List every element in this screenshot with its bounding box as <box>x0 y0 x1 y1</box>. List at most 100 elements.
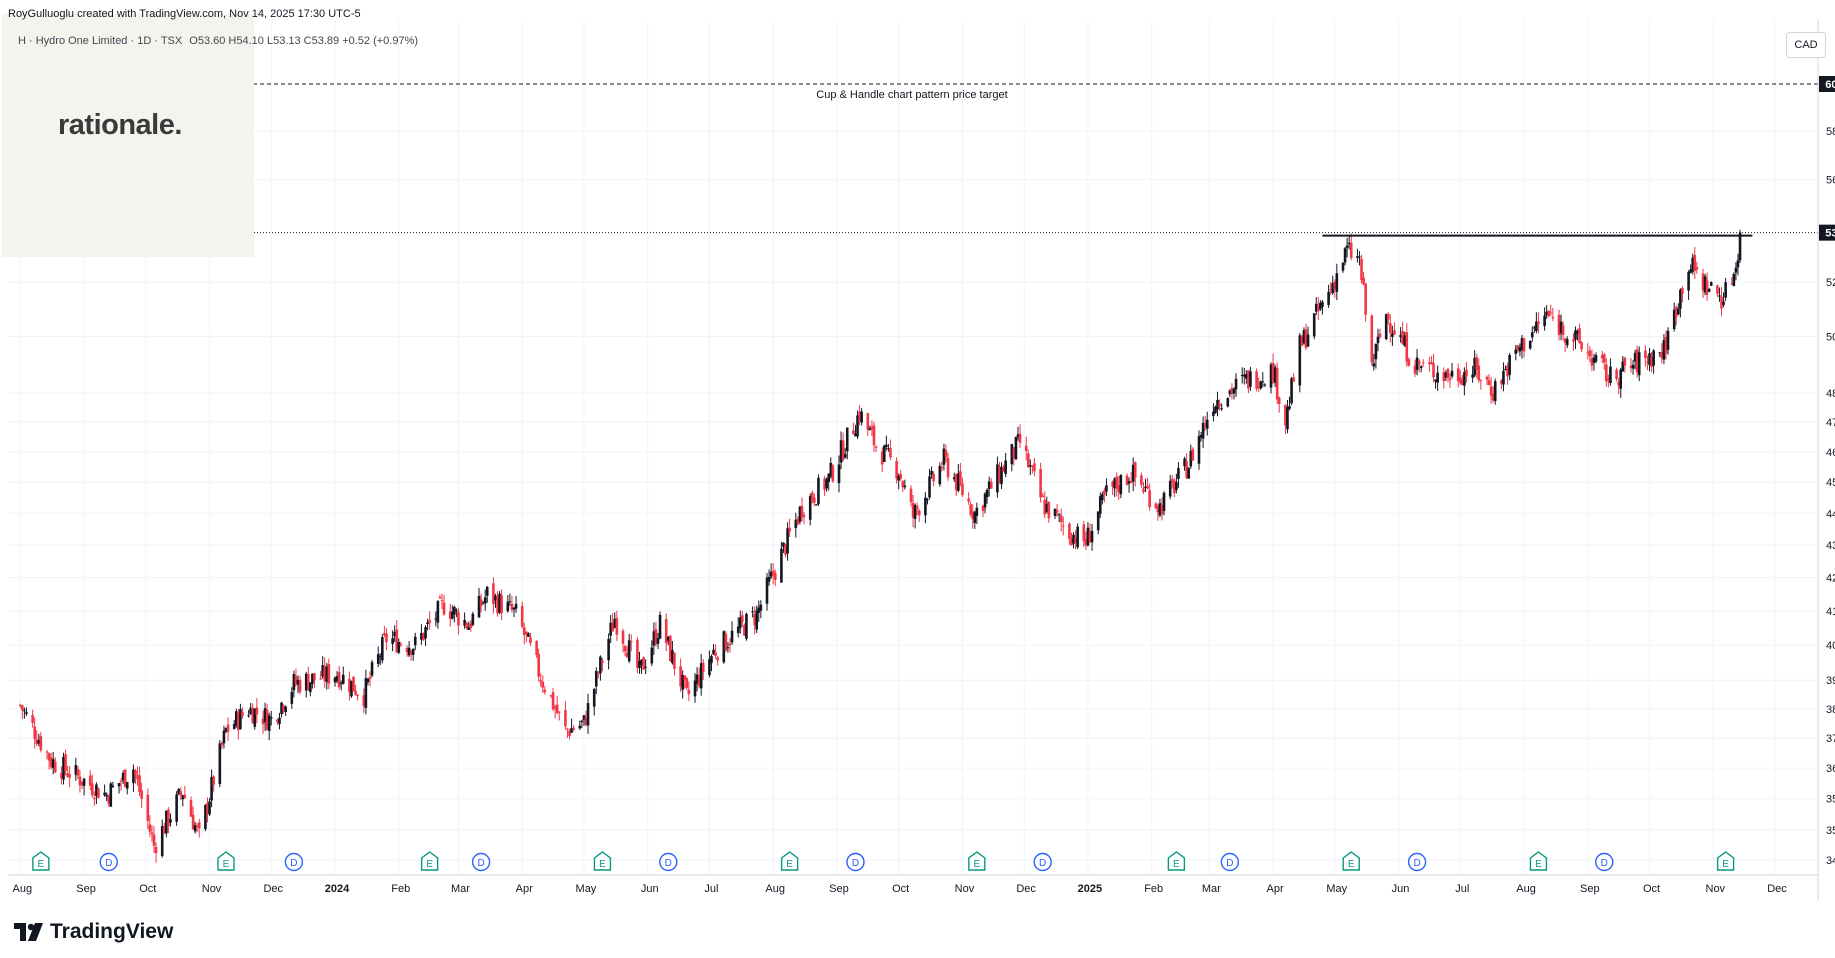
candle-body <box>1421 362 1425 364</box>
candle-body <box>1269 364 1273 388</box>
candle-body <box>298 679 302 693</box>
candle-body <box>738 617 742 629</box>
candle-body <box>18 704 22 706</box>
candle-body <box>222 730 226 744</box>
dividend-icon-letter: D <box>665 858 672 869</box>
candle-body <box>1602 354 1606 363</box>
candle-body <box>1290 378 1293 404</box>
candle-body <box>759 604 763 611</box>
candle-body <box>1142 488 1145 493</box>
candle-body <box>1621 361 1625 372</box>
candle-body <box>769 571 773 577</box>
candle-body <box>613 618 617 628</box>
candle-body <box>520 605 524 627</box>
candle-body <box>1504 368 1507 371</box>
candle-body <box>642 657 645 670</box>
chart-credit: RoyGulluoglu created with TradingView.co… <box>8 8 361 20</box>
candle-body <box>1146 485 1149 489</box>
candle-body <box>1183 458 1186 467</box>
candle-body <box>93 798 96 800</box>
candle-body <box>1465 369 1468 377</box>
candle-body <box>924 497 927 516</box>
candle-body <box>1664 337 1668 354</box>
time-tick-label: May <box>576 883 597 895</box>
candle-body <box>25 712 28 714</box>
candle-body <box>1419 366 1423 369</box>
earnings-icon <box>1342 851 1360 871</box>
candle-body <box>352 676 355 692</box>
candle-body <box>1545 311 1548 316</box>
candle-body <box>241 711 244 716</box>
candle-body <box>1191 449 1195 461</box>
candle-body <box>224 728 228 732</box>
earnings-icon <box>593 851 612 871</box>
candle-body <box>348 678 351 693</box>
candle-body <box>1652 350 1655 366</box>
price-tick-label: 41.00 <box>1826 606 1835 618</box>
candle-body <box>1168 480 1172 497</box>
candle-body <box>197 822 201 829</box>
candle-body <box>278 717 281 725</box>
candle-body <box>1489 386 1493 396</box>
candle-body <box>251 707 255 724</box>
candle-body <box>673 652 676 669</box>
symbol-line[interactable]: H · Hydro One Limited · 1D · TSX <box>18 35 183 47</box>
candle-body <box>249 707 252 715</box>
candle-body <box>681 675 684 690</box>
tradingview-logo[interactable]: TradingView <box>14 920 173 944</box>
price-tick-label: 37.40 <box>1826 733 1835 745</box>
candle-body <box>1068 523 1071 539</box>
candle-body <box>1732 273 1736 287</box>
candle-body <box>428 620 431 623</box>
candle-body <box>1578 328 1581 344</box>
candle-body <box>1442 372 1446 382</box>
candle-body <box>276 719 279 723</box>
candle-body <box>601 660 604 663</box>
candle-body <box>607 638 610 661</box>
candle-body <box>940 466 944 469</box>
time-axis[interactable]: Aug Sep Oct Nov Dec 2024 Feb Mar Apr May Jun Jul Aug… <box>8 874 1818 895</box>
candle-body <box>210 777 213 801</box>
currency-button[interactable]: CAD <box>1786 32 1826 58</box>
price-tick-label: 45.00 <box>1826 477 1835 489</box>
candle-body <box>1576 330 1579 334</box>
candle-body <box>541 681 545 688</box>
candle-body <box>234 711 238 726</box>
candle-body <box>693 680 697 697</box>
candle-body <box>1428 362 1431 364</box>
candle-body <box>368 676 372 679</box>
candle-body <box>586 703 590 726</box>
symbol-legend[interactable]: H · Hydro One Limited · 1D · TSX O53.60 … <box>18 35 418 47</box>
candle-body <box>479 599 483 607</box>
candle-body <box>1508 354 1511 375</box>
candle-body <box>409 650 413 655</box>
candle-body <box>831 465 835 482</box>
chart-grid <box>8 20 1818 875</box>
candle-body <box>1185 461 1188 479</box>
candle-body <box>471 613 475 625</box>
candle-body <box>592 689 596 707</box>
candle-body <box>917 510 921 516</box>
candle-body <box>1436 372 1439 383</box>
time-tick-label: Aug <box>12 883 32 895</box>
candle-body <box>339 682 343 684</box>
candle-body <box>1590 358 1594 366</box>
candle-body <box>1475 357 1479 370</box>
candle-body <box>594 670 598 687</box>
candle-body <box>543 689 547 693</box>
candle-body <box>1533 327 1536 329</box>
candle-body <box>383 633 386 636</box>
candle-body <box>1242 374 1246 377</box>
candle-body <box>825 478 828 489</box>
event-markers[interactable]: E E E E E E E E E ED D D D D D D D D <box>32 851 1735 872</box>
price-axis[interactable]: 34.25 35.00 35.80 36.60 37.40 38.20 39.00 40.00… <box>1817 20 1835 900</box>
candle-body <box>1306 334 1310 347</box>
candle-body <box>175 794 178 822</box>
candle-body <box>1304 329 1308 348</box>
candle-body <box>1098 496 1102 514</box>
earnings-icon <box>420 851 439 871</box>
candle-body <box>1687 271 1690 291</box>
candle-body <box>1024 445 1028 451</box>
candle-body <box>1658 352 1662 354</box>
